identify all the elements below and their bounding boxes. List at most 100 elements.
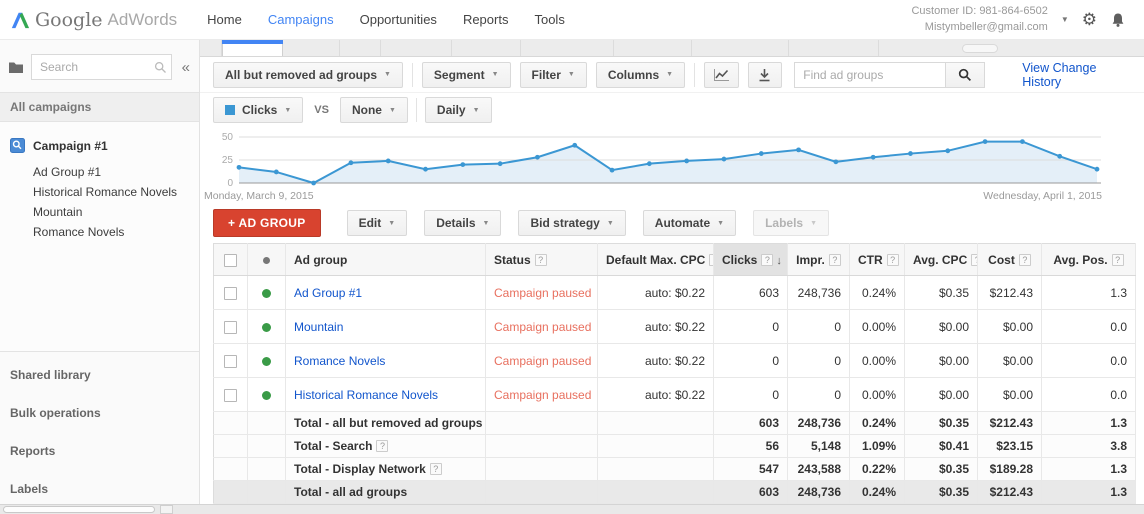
tab-stub[interactable] <box>614 40 692 56</box>
nav-item-tools[interactable]: Tools <box>534 12 565 27</box>
view-change-history-link[interactable]: View Change History <box>1022 60 1097 89</box>
account-area: Customer ID: 981-864-6502 Mistymbeller@g… <box>911 4 1126 35</box>
sidebar-item-labels[interactable]: Labels <box>10 482 49 496</box>
tab-stub[interactable] <box>340 40 381 56</box>
help-icon[interactable]: ? <box>534 253 547 266</box>
total-label: Total - all ad groups <box>294 485 408 499</box>
help-icon[interactable]: ? <box>828 253 841 266</box>
ad-group-link[interactable]: Mountain <box>294 319 344 334</box>
column-header-avg-cpc[interactable]: Avg. CPC? <box>904 243 978 276</box>
tab-overflow-button[interactable] <box>962 44 998 53</box>
sidebar-ad-group[interactable]: Ad Group #1 <box>33 165 102 179</box>
status-text: Campaign paused <box>494 285 592 300</box>
sidebar-ad-group[interactable]: Historical Romance Novels <box>33 185 178 199</box>
sidebar-item-reports[interactable]: Reports <box>10 444 56 458</box>
enabled-status-dot-icon[interactable] <box>262 288 271 298</box>
find-ad-groups-input[interactable] <box>794 61 947 88</box>
ad-group-link[interactable]: Romance Novels <box>294 353 386 368</box>
column-header-default-max-cpc[interactable]: Default Max. CPC? <box>597 243 714 276</box>
help-icon[interactable]: ? <box>709 253 713 266</box>
compare-dropdown[interactable]: None ▼ <box>339 97 408 123</box>
chevron-down-icon: ▼ <box>388 106 396 114</box>
column-header-cost[interactable]: Cost? <box>977 243 1042 276</box>
account-caret-icon[interactable]: ▼ <box>1060 15 1069 24</box>
tab-stub[interactable] <box>200 40 222 56</box>
column-header-clicks[interactable]: Clicks? ↓ <box>713 243 788 276</box>
nav-item-reports[interactable]: Reports <box>462 12 509 27</box>
ad-group-link[interactable]: Historical Romance Novels <box>294 387 439 402</box>
sidebar-item-shared-library[interactable]: Shared library <box>10 368 91 382</box>
bid-strategy-dropdown[interactable]: Bid strategy ▼ <box>518 210 626 236</box>
total-metric-avg_pos: 1.3 <box>1041 457 1136 481</box>
sidebar-item-all-campaigns[interactable]: All campaigns <box>0 92 199 122</box>
edit-dropdown[interactable]: Edit ▼ <box>346 210 408 236</box>
automate-dropdown[interactable]: Automate ▼ <box>642 210 737 236</box>
help-icon[interactable]: ? <box>971 253 977 266</box>
metric-cell-max_cpc: auto: $0.22 <box>597 309 714 344</box>
horizontal-scrollbar[interactable] <box>0 504 1144 514</box>
scope-dropdown[interactable]: All but removed ad groups ▼ <box>213 61 403 88</box>
sidebar-ad-group[interactable]: Romance Novels <box>33 225 125 239</box>
row-checkbox[interactable] <box>224 286 237 300</box>
nav-item-campaigns[interactable]: Campaigns <box>267 12 334 27</box>
scrollbar-thumb[interactable] <box>3 506 155 513</box>
adwords-logo[interactable]: Google AdWords <box>10 9 177 31</box>
column-label: Clicks <box>722 252 758 267</box>
toggle-graph-button[interactable] <box>704 61 739 88</box>
tab-active[interactable] <box>222 40 283 56</box>
column-header-ad-group[interactable]: Ad group <box>285 243 486 276</box>
columns-dropdown[interactable]: Columns ▼ <box>595 61 686 88</box>
enabled-status-dot-icon[interactable] <box>262 390 271 400</box>
empty-cell <box>597 411 714 435</box>
enabled-status-dot-icon[interactable] <box>262 356 271 366</box>
status-cell: Campaign paused <box>485 275 598 310</box>
account-info[interactable]: Customer ID: 981-864-6502 Mistymbeller@g… <box>911 4 1047 35</box>
enabled-status-dot-icon[interactable] <box>262 322 271 332</box>
filter-dropdown[interactable]: Filter ▼ <box>519 61 587 88</box>
sidebar-campaign[interactable]: Campaign #1 <box>10 138 199 153</box>
tab-stub[interactable] <box>521 40 614 56</box>
help-icon[interactable]: ? <box>376 440 389 452</box>
select-all-checkbox[interactable] <box>224 253 237 267</box>
tab-stub[interactable] <box>692 40 789 56</box>
download-button[interactable] <box>747 61 783 88</box>
tab-stub[interactable] <box>452 40 521 56</box>
nav-item-home[interactable]: Home <box>207 12 242 27</box>
column-header-avg-pos-[interactable]: Avg. Pos.? <box>1041 243 1136 276</box>
sidebar-item-bulk-operations[interactable]: Bulk operations <box>10 406 101 420</box>
metric-cell-avg_cpc: $0.00 <box>904 377 978 412</box>
column-header-ctr[interactable]: CTR? <box>849 243 905 276</box>
row-checkbox[interactable] <box>224 388 237 402</box>
column-header-status[interactable]: Status? <box>485 243 598 276</box>
row-checkbox[interactable] <box>224 320 237 334</box>
interval-dropdown[interactable]: Daily ▼ <box>424 97 492 123</box>
find-search-button[interactable] <box>945 61 986 88</box>
ad-group-link[interactable]: Ad Group #1 <box>294 285 363 300</box>
tab-stub[interactable] <box>789 40 879 56</box>
help-icon[interactable]: ? <box>1111 253 1124 266</box>
help-icon[interactable]: ? <box>886 253 899 266</box>
help-icon[interactable]: ? <box>429 463 442 475</box>
help-icon[interactable]: ? <box>1018 253 1031 266</box>
help-icon[interactable]: ? <box>761 253 774 266</box>
column-header-impr-[interactable]: Impr.? <box>787 243 850 276</box>
column-label: Ad group <box>294 252 348 267</box>
scrollbar-button[interactable] <box>160 505 173 514</box>
segment-dropdown[interactable]: Segment ▼ <box>421 61 511 88</box>
tab-stub[interactable] <box>283 40 340 56</box>
details-dropdown[interactable]: Details ▼ <box>424 210 502 236</box>
empty-cell <box>213 434 248 458</box>
add-ad-group-button[interactable]: + AD GROUP <box>213 209 321 237</box>
folder-icon[interactable] <box>8 61 24 74</box>
metric-dropdown[interactable]: Clicks ▼ <box>213 97 304 123</box>
column-label: Cost <box>988 252 1015 267</box>
row-checkbox[interactable] <box>224 354 237 368</box>
gear-icon[interactable]: ⚙ <box>1081 9 1097 30</box>
metric-cell-avg_cpc: $0.00 <box>904 343 978 378</box>
sidebar-ad-group[interactable]: Mountain <box>33 205 83 219</box>
nav-item-opportunities[interactable]: Opportunities <box>359 12 437 27</box>
bell-icon[interactable] <box>1110 12 1126 28</box>
collapse-sidebar-icon[interactable]: « <box>181 58 190 76</box>
sidebar-search-input[interactable] <box>31 54 172 80</box>
tab-stub[interactable] <box>381 40 452 56</box>
